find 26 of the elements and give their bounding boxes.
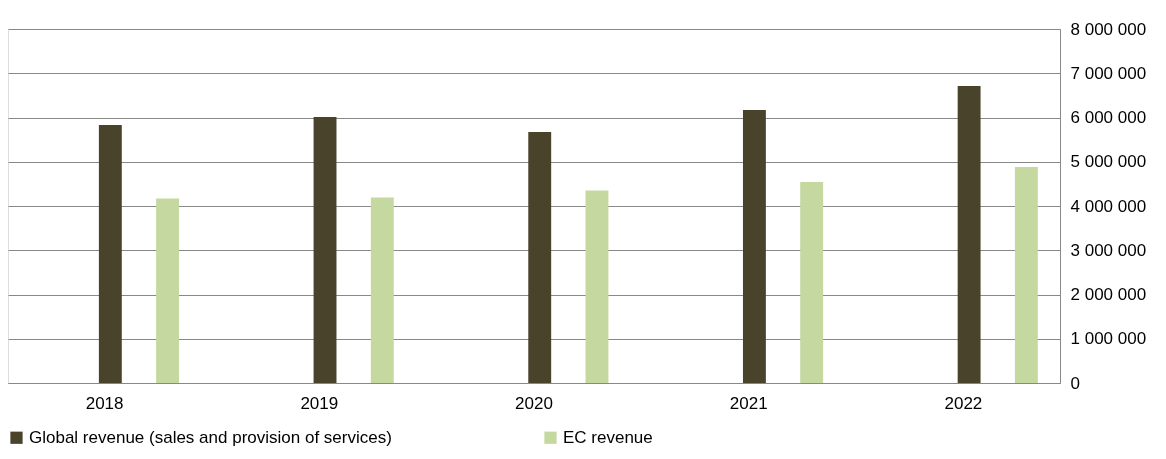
x-tick-label: 2020 bbox=[515, 393, 553, 413]
x-tick-label: 2018 bbox=[85, 393, 124, 413]
y-tick-label: 3 000 000 bbox=[1070, 240, 1147, 260]
bar bbox=[957, 86, 981, 383]
y-tick-label: 6 000 000 bbox=[1070, 108, 1147, 127]
bar bbox=[1014, 167, 1038, 383]
legend-label: EC revenue bbox=[563, 427, 653, 447]
x-tick-label: 2019 bbox=[300, 393, 339, 413]
bar bbox=[585, 190, 609, 383]
y-tick-label: 8 000 000 bbox=[1070, 19, 1147, 39]
bar bbox=[528, 132, 552, 383]
y-tick-label: 7 000 000 bbox=[1070, 63, 1147, 83]
bar bbox=[98, 125, 122, 383]
bar bbox=[800, 182, 824, 383]
x-tick-label: 2022 bbox=[944, 393, 983, 413]
bar bbox=[370, 197, 394, 383]
x-tick-label: 2021 bbox=[729, 393, 768, 413]
y-tick-label: 1 000 000 bbox=[1070, 329, 1147, 349]
y-tick-label: 5 000 000 bbox=[1070, 152, 1147, 172]
y-tick-label: 2 000 000 bbox=[1070, 285, 1147, 304]
bar bbox=[742, 109, 766, 383]
bar bbox=[313, 117, 337, 383]
bar bbox=[156, 198, 180, 383]
y-tick-label: 0 bbox=[1070, 373, 1080, 393]
y-tick-label: 4 000 000 bbox=[1070, 196, 1147, 216]
legend-label: Global revenue (sales and provision of services) bbox=[29, 427, 392, 447]
